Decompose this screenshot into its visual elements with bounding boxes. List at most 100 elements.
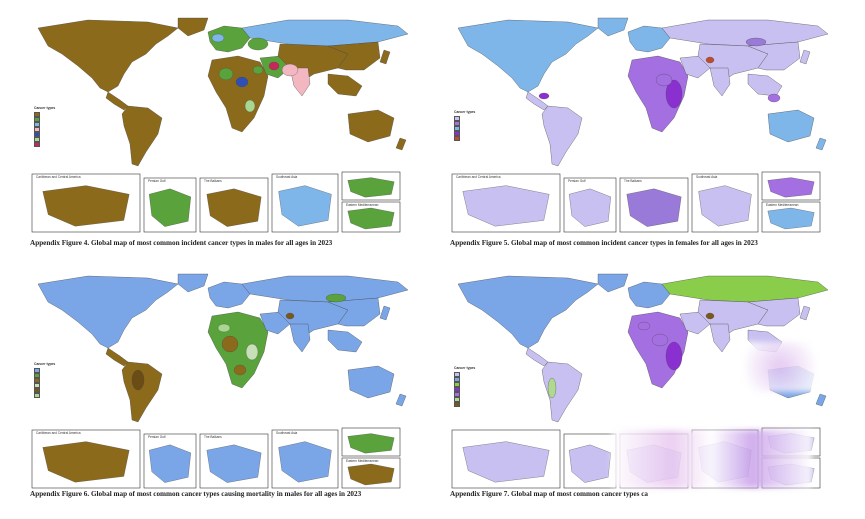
- figure-caption: Appendix Figure 4. Global map of most co…: [30, 239, 333, 247]
- legend-title: Cancer types: [34, 106, 56, 110]
- legend-swatch: [34, 136, 40, 142]
- region-na: [457, 275, 599, 349]
- country-highlight: [655, 73, 673, 87]
- region-se: [747, 73, 783, 97]
- region-sa: [541, 361, 583, 423]
- inset-map: [199, 177, 269, 233]
- legend-item: [34, 131, 55, 137]
- inset-map: [563, 433, 617, 489]
- region-in: [289, 67, 311, 97]
- inset-label: The Balkans: [624, 179, 642, 183]
- legend-item: [34, 116, 55, 122]
- inset-map: [761, 171, 821, 201]
- inset-map: [271, 429, 339, 489]
- country-highlight: [285, 312, 295, 320]
- region-ea: [747, 297, 801, 327]
- country-highlight: [233, 364, 247, 376]
- legend-swatch: [454, 391, 460, 397]
- region-na: [37, 275, 179, 349]
- legend-item: [34, 126, 55, 132]
- legend-swatch: [454, 371, 460, 377]
- country-highlight: [244, 99, 256, 113]
- region-nz: [815, 393, 827, 407]
- inset-label: Eastern Mediterranean: [766, 203, 799, 207]
- country-highlight: [767, 93, 781, 103]
- country-highlight: [252, 65, 264, 75]
- region-ea: [747, 41, 801, 71]
- main-map: [37, 17, 409, 167]
- figure-panel-females-incidence: Cancer types Caribbean and Central Americ…: [448, 14, 840, 238]
- legend-swatch: [454, 125, 460, 131]
- inset-label: Eastern Mediterranean: [346, 203, 379, 207]
- legend-swatch: [454, 135, 460, 141]
- legend-item: [454, 381, 475, 387]
- region-sa: [541, 105, 583, 167]
- inset-label: Caribbean and Central America: [456, 175, 501, 179]
- legend-swatch: [454, 381, 460, 387]
- region-nz: [395, 137, 407, 151]
- figure-panel-males-mortality: Cancer types Caribbean and Central Americ…: [28, 270, 420, 494]
- region-ru: [661, 275, 829, 303]
- region-ca: [525, 91, 549, 111]
- inset-label: Southeast Asia: [696, 175, 718, 179]
- legend-item: [454, 120, 475, 126]
- blurred-region: [612, 430, 812, 488]
- region-na: [457, 19, 599, 93]
- legend-swatch: [34, 387, 40, 393]
- legend-item: [454, 135, 475, 141]
- inset-map: [341, 427, 401, 457]
- region-na: [37, 19, 179, 93]
- legend-item: [454, 401, 475, 407]
- legend-item: [454, 391, 475, 397]
- legend-item: [34, 372, 55, 378]
- main-map: [37, 273, 409, 423]
- region-gl: [597, 17, 629, 37]
- inset-map: [691, 173, 759, 233]
- inset-map: [199, 433, 269, 489]
- legend-item: [34, 387, 55, 393]
- legend-item: [454, 115, 475, 121]
- legend-item: [34, 141, 55, 147]
- legend-item: [454, 125, 475, 131]
- legend-swatch: [454, 396, 460, 402]
- map-legend: Cancer types: [34, 362, 55, 398]
- region-jp: [799, 305, 811, 321]
- legend-swatch: [454, 130, 460, 136]
- inset-map: [341, 171, 401, 201]
- legend-item: [34, 121, 55, 127]
- region-se: [327, 73, 363, 97]
- country-highlight: [131, 369, 145, 391]
- legend-swatch: [34, 377, 40, 383]
- inset-map: [451, 429, 561, 489]
- legend-swatch: [34, 121, 40, 127]
- map-legend: Cancer types: [454, 366, 475, 407]
- legend-title: Cancer types: [34, 362, 56, 366]
- region-eu: [207, 281, 251, 309]
- legend-item: [34, 136, 55, 142]
- country-highlight: [665, 79, 683, 109]
- region-in: [289, 323, 311, 353]
- legend-item: [34, 377, 55, 383]
- inset-map: [761, 201, 821, 233]
- inset-map: [563, 177, 617, 233]
- region-me: [679, 311, 711, 335]
- region-ca: [525, 347, 549, 367]
- region-af: [207, 311, 269, 389]
- figure-caption: Appendix Figure 5. Global map of most co…: [450, 239, 758, 247]
- region-ru: [241, 275, 409, 303]
- legend-item: [34, 392, 55, 398]
- country-highlight: [221, 335, 239, 353]
- country-highlight: [637, 321, 651, 331]
- legend-swatch: [454, 376, 460, 382]
- region-ru: [241, 19, 409, 47]
- figure-caption: Appendix Figure 7. Global map of most co…: [450, 490, 648, 498]
- map-legend: Cancer types: [454, 110, 475, 141]
- legend-swatch: [34, 367, 40, 373]
- legend-item: [454, 376, 475, 382]
- region-ca: [105, 347, 129, 367]
- inset-map: [451, 173, 561, 233]
- legend-title: Cancer types: [454, 110, 476, 114]
- country-highlight: [235, 76, 249, 88]
- inset-label: Persian Gulf: [148, 179, 166, 183]
- country-highlight: [538, 92, 550, 100]
